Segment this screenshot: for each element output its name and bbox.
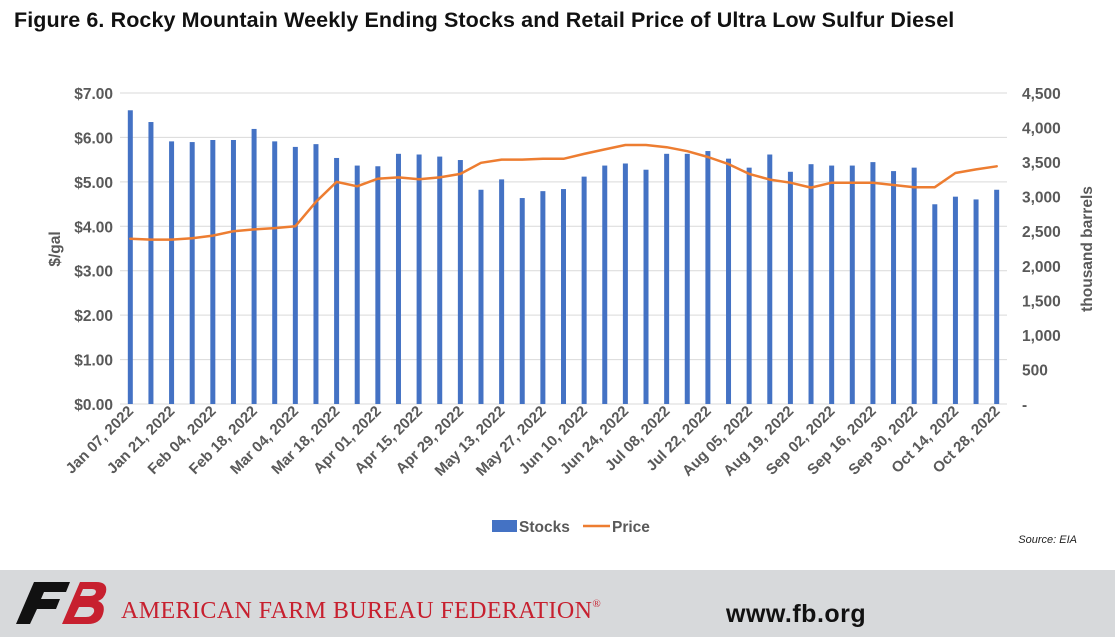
stocks-bar [787,171,793,404]
stocks-bar [272,141,278,404]
stocks-bar [210,139,216,405]
stocks-bar [767,154,773,404]
right-tick-label: 1,000 [1022,328,1061,345]
stocks-bar [416,154,422,404]
right-axis-label: thousand barrels [1079,186,1096,312]
source-note: Source: EIA [1018,534,1077,546]
stocks-bar [849,165,855,404]
left-tick-label: $2.00 [74,308,113,325]
left-axis-ticks: $0.00 $1.00 $2.00 $3.00 $4.00 $5.00 $6.00 $7.00 [74,86,113,414]
stocks-bar [932,204,938,404]
stocks-bar [581,176,587,404]
stocks-bar [705,151,711,404]
stocks-bar [973,199,979,404]
legend-stocks-swatch [492,520,517,532]
stocks-bar [127,110,133,405]
right-tick-label: 3,000 [1022,190,1061,207]
stocks-bar [437,156,443,404]
right-tick-label: - [1022,397,1027,414]
right-axis-ticks: - 500 1,000 1,500 2,000 2,500 3,000 3,500 4,000 4… [1022,86,1061,414]
stocks-bar [519,198,525,404]
stocks-bar [870,162,876,404]
right-tick-label: 500 [1022,362,1048,379]
left-tick-label: $3.00 [74,264,113,281]
registered-mark: ® [592,598,602,610]
legend: Stocks Price [492,519,650,536]
stocks-bar [726,158,732,404]
price-line [129,143,998,241]
left-tick-label: $1.00 [74,353,113,370]
legend-stocks-label: Stocks [519,519,570,536]
stocks-bar [911,167,917,404]
stocks-bar [457,160,463,404]
stocks-bar [622,163,628,404]
footer-bar: AMERICAN FARM BUREAU FEDERATION® www.fb.… [0,570,1115,637]
stocks-bar [230,139,236,405]
right-tick-label: 1,500 [1022,293,1061,310]
chart-title: Figure 6. Rocky Mountain Weekly Ending S… [14,8,955,32]
left-tick-label: $0.00 [74,397,113,414]
fb-logo-icon [16,582,107,624]
stocks-bar [829,165,835,404]
stocks-bar [540,191,546,404]
right-tick-label: 3,500 [1022,155,1061,172]
left-tick-label: $5.00 [74,175,113,192]
stocks-bar [375,166,381,404]
right-tick-label: 2,500 [1022,224,1061,241]
stocks-bar [478,189,484,404]
stocks-bar [354,165,360,404]
organization-name: AMERICAN FARM BUREAU FEDERATION® [121,598,601,625]
stocks-bar [643,169,649,404]
stocks-bar [395,153,401,404]
stocks-bar [169,141,175,404]
left-tick-label: $7.00 [74,86,113,103]
stocks-bar [292,146,298,404]
stocks-bar [334,157,340,404]
website-url[interactable]: www.fb.org [726,600,867,628]
stocks-bar [313,144,319,405]
left-tick-label: $6.00 [74,130,113,147]
stocks-bar [189,142,195,404]
stocks-bar [602,165,608,404]
stocks-bar [684,153,690,404]
stocks-bar [251,128,257,404]
stocks-bar [664,153,670,404]
stocks-bar [994,189,1000,404]
stocks-bar [808,164,814,404]
stocks-bar [746,167,752,404]
left-axis-label: $/gal [47,231,64,266]
stocks-bar [499,179,505,404]
stocks-bar [952,196,958,404]
right-tick-label: 2,000 [1022,259,1061,276]
stocks-bar [148,122,154,404]
stocks-bar [891,171,897,404]
legend-price-label: Price [612,519,650,536]
chart: $0.00 $1.00 $2.00 $3.00 $4.00 $5.00 $6.00 $7.00… [47,86,1096,536]
stocks-bar [561,189,566,404]
left-tick-label: $4.00 [74,219,113,236]
stocks-bars [127,110,1000,405]
right-tick-label: 4,500 [1022,86,1061,103]
organization-text: AMERICAN FARM BUREAU FEDERATION [121,598,593,624]
right-tick-label: 4,000 [1022,121,1061,138]
